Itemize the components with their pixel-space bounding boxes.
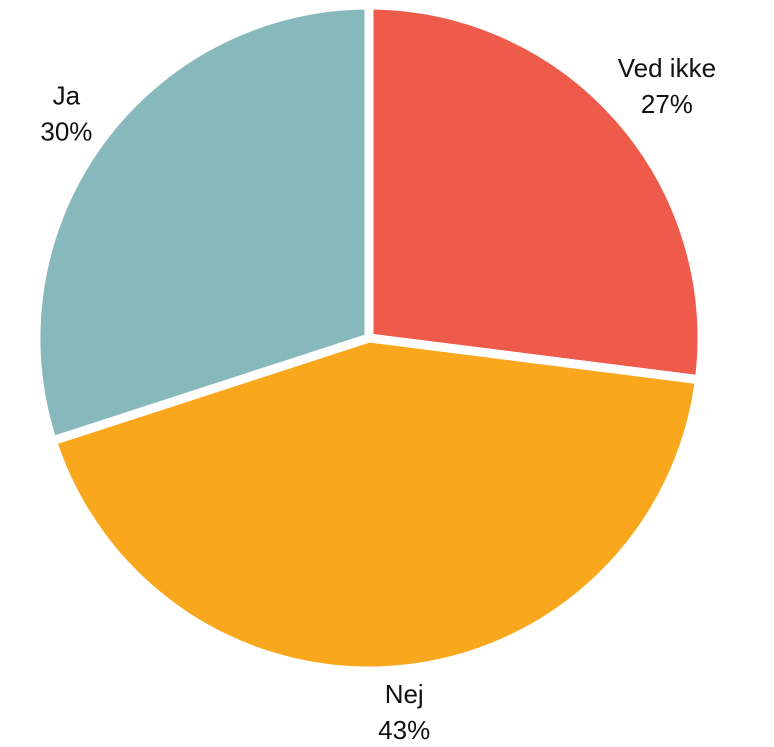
pie-slice bbox=[46, 333, 705, 676]
slice-value-label: 43% bbox=[378, 715, 430, 745]
slice-label: Nej bbox=[385, 679, 424, 709]
pie-slice bbox=[31, 0, 374, 447]
slice-value-label: 27% bbox=[641, 89, 693, 119]
slice-label: Ja bbox=[53, 81, 81, 111]
slice-label: Ved ikke bbox=[618, 53, 716, 83]
pie-slice bbox=[364, 0, 707, 385]
slice-value-label: 30% bbox=[40, 117, 92, 147]
